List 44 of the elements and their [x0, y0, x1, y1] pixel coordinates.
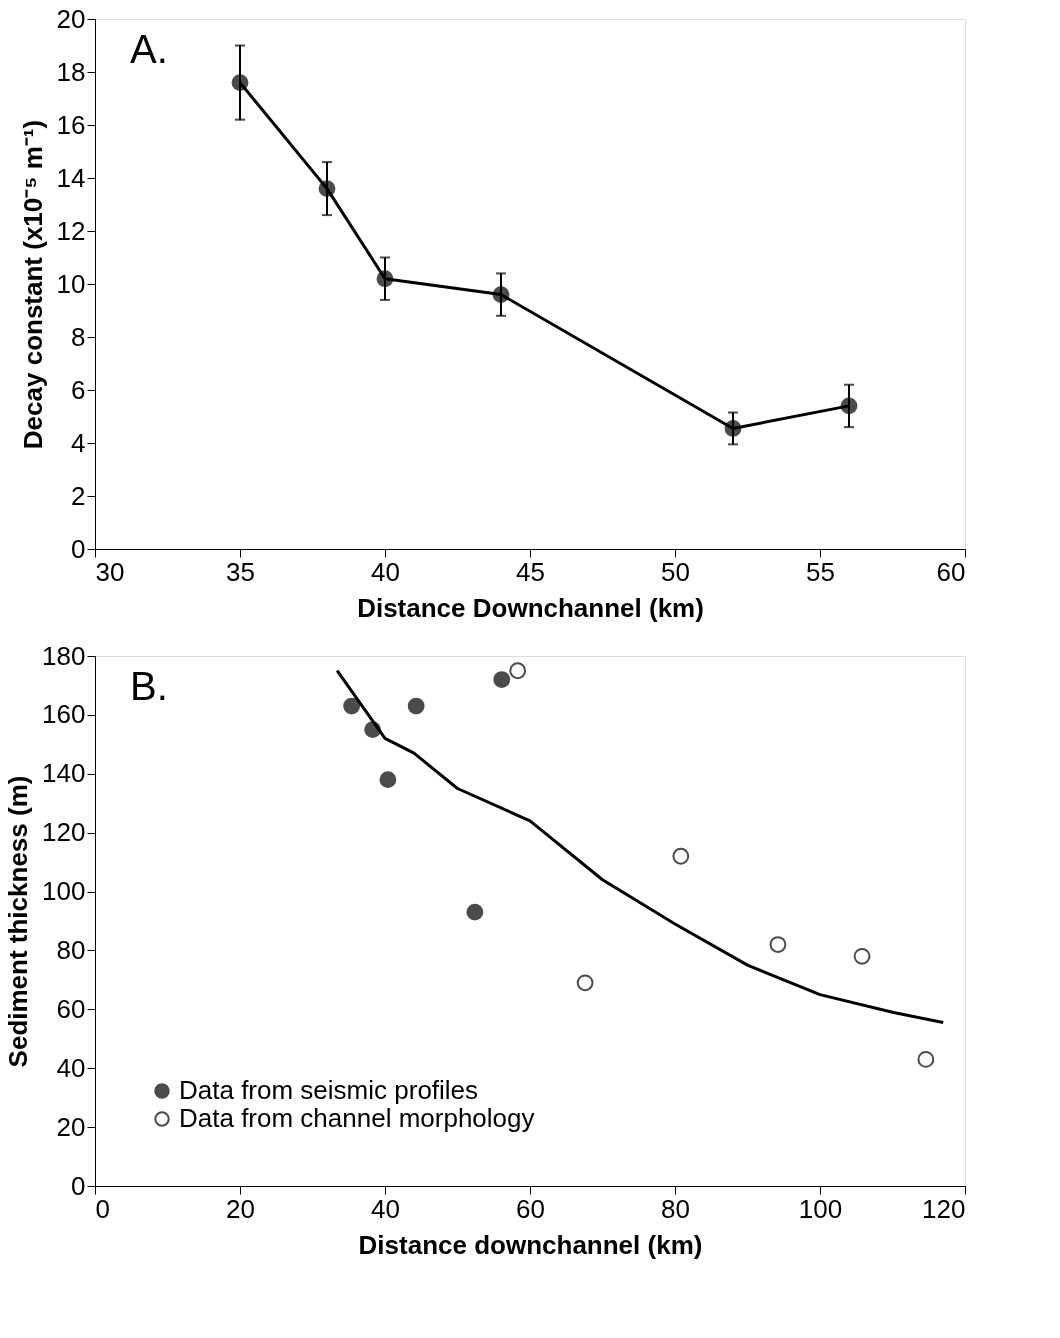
y-tick-label: 4 — [71, 427, 86, 458]
legend-label: Data from seismic profiles — [179, 1075, 479, 1105]
x-axis-title: Distance Downchannel (km) — [357, 592, 704, 623]
y-tick-label: 140 — [42, 758, 86, 789]
y-tick-label: 180 — [42, 640, 86, 671]
x-tick-label: 100 — [798, 1193, 843, 1224]
y-tick-label: 100 — [42, 876, 86, 907]
y-tick-label: 16 — [56, 109, 86, 140]
y-tick-label: 60 — [56, 993, 86, 1024]
y-tick-label: 10 — [56, 268, 86, 299]
x-tick-label: 40 — [371, 556, 400, 587]
y-axis-title: Decay constant (x10⁻⁵ m⁻¹) — [17, 119, 48, 450]
x-tick-label: 120 — [922, 1193, 966, 1224]
x-tick-label: 35 — [226, 556, 255, 587]
y-tick-label: 20 — [56, 1111, 86, 1142]
annotation: B. — [130, 664, 168, 708]
y-tick-label: 20 — [56, 3, 86, 34]
y-tick-label: 120 — [42, 817, 86, 848]
x-tick-label: 60 — [936, 556, 966, 587]
x-axis-title: Distance downchannel (km) — [358, 1229, 703, 1260]
x-tick-label: 0 — [95, 1193, 110, 1224]
x-tick-label: 80 — [661, 1193, 690, 1224]
y-tick-label: 14 — [56, 162, 86, 193]
x-tick-label: 55 — [806, 556, 835, 587]
y-tick-label: 80 — [56, 934, 86, 965]
y-tick-label: 0 — [71, 1170, 86, 1201]
x-tick-label: 30 — [95, 556, 125, 587]
annotation: A. — [130, 27, 168, 71]
x-tick-label: 50 — [661, 556, 690, 587]
line-series — [335, 669, 945, 1025]
x-tick-label: 20 — [226, 1193, 255, 1224]
y-tick-label: 160 — [42, 699, 86, 730]
x-tick-label: 45 — [516, 556, 545, 587]
y-tick-label: 18 — [56, 56, 86, 87]
y-tick-label: 2 — [71, 480, 86, 511]
y-axis-title: Sediment thickness (m) — [3, 775, 34, 1068]
y-tick-label: 8 — [71, 321, 86, 352]
legend-label: Data from channel morphology — [179, 1103, 535, 1133]
y-tick-label: 12 — [56, 215, 86, 246]
x-tick-label: 40 — [371, 1193, 400, 1224]
y-tick-label: 6 — [71, 374, 86, 405]
y-tick-label: 40 — [56, 1052, 86, 1083]
x-tick-label: 60 — [516, 1193, 545, 1224]
y-tick-label: 0 — [71, 533, 86, 564]
